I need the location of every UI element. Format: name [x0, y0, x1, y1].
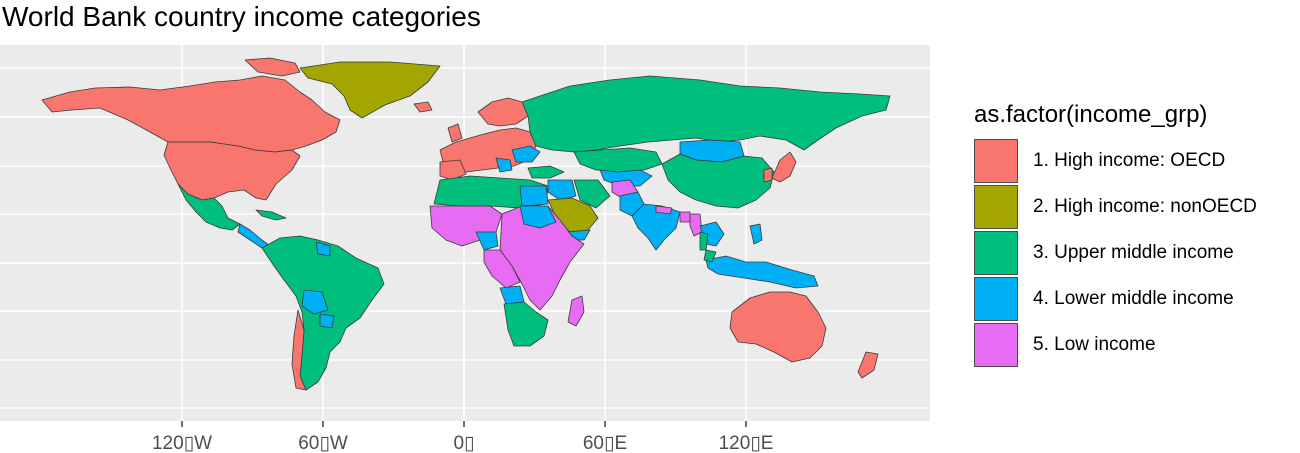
country-kazakhstan	[573, 147, 663, 173]
country-philippines	[749, 223, 763, 245]
legend-swatch	[974, 277, 1018, 321]
legend-item: 4. Lower middle income	[974, 276, 1300, 322]
legend-label: 2. High income: nonOECD	[1033, 196, 1257, 217]
country-greenland	[299, 61, 441, 119]
country-bolivia	[301, 289, 329, 315]
country-korea	[763, 167, 773, 183]
legend-swatch	[974, 139, 1018, 183]
country-nigeria	[475, 231, 499, 251]
country-nepal	[655, 205, 673, 215]
country-guyana	[315, 241, 331, 257]
x-tick-label: 60▯E	[583, 433, 627, 453]
country-australia	[729, 291, 827, 363]
country-uk	[447, 123, 463, 143]
country-malaysia	[703, 249, 717, 263]
x-tick-label: 120▯E	[719, 433, 774, 453]
country-canada-islands	[244, 57, 301, 77]
country-iberia	[439, 159, 467, 181]
legend-swatch	[974, 323, 1018, 367]
legend-title: as.factor(income_grp)	[974, 101, 1208, 128]
country-madagascar	[567, 295, 585, 327]
x-tick-label: 0▯	[453, 433, 474, 453]
country-central-africa	[483, 249, 521, 289]
country-new-zealand	[857, 351, 879, 379]
legend-label: 1. High income: OECD	[1033, 150, 1226, 171]
country-balkans	[495, 157, 513, 173]
country-china	[661, 153, 775, 209]
country-iran	[573, 179, 611, 209]
x-tick-label: 60▯W	[298, 433, 348, 453]
legend-item: 2. High income: nonOECD	[974, 184, 1300, 230]
x-tick-label: 120▯W	[152, 433, 212, 453]
legend-item: 5. Low income	[974, 322, 1300, 368]
country-egypt	[519, 185, 549, 207]
country-caribbean	[255, 209, 287, 221]
legend: as.factor(income_grp) 1. High income: OE…	[974, 98, 1300, 368]
legend-label: 4. Lower middle income	[1033, 288, 1234, 309]
country-south-america	[261, 235, 385, 391]
country-southern-africa	[503, 301, 549, 347]
legend-label: 5. Low income	[1033, 334, 1156, 355]
country-chile	[291, 309, 307, 391]
country-iceland	[413, 101, 433, 113]
country-ukraine	[511, 145, 541, 163]
map-title: World Bank country income categories	[2, 1, 481, 32]
country-bangladesh	[679, 211, 691, 223]
country-turkey	[527, 165, 565, 179]
country-myanmar	[689, 213, 703, 237]
country-sudan	[519, 205, 557, 229]
legend-swatch	[974, 231, 1018, 275]
legend-swatch	[974, 185, 1018, 229]
legend-label: 3. Upper middle income	[1033, 242, 1234, 263]
country-indonesia	[705, 255, 819, 289]
country-canada	[41, 75, 341, 153]
legend-item: 3. Upper middle income	[974, 230, 1300, 276]
country-india	[631, 203, 681, 251]
legend-item: 1. High income: OECD	[974, 138, 1300, 184]
world-map: 120▯W 60▯W 0▯ 60▯E 120▯E	[0, 45, 930, 453]
country-paraguay	[319, 313, 335, 329]
